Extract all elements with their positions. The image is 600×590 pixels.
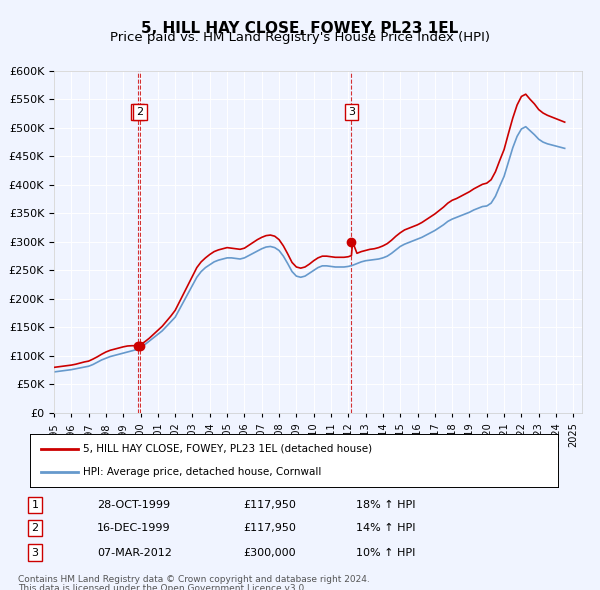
Text: £300,000: £300,000 [244,548,296,558]
Text: Contains HM Land Registry data © Crown copyright and database right 2024.: Contains HM Land Registry data © Crown c… [18,575,370,584]
Text: HPI: Average price, detached house, Cornwall: HPI: Average price, detached house, Corn… [83,467,321,477]
Text: 16-DEC-1999: 16-DEC-1999 [97,523,170,533]
Text: 1: 1 [134,107,141,117]
Text: 07-MAR-2012: 07-MAR-2012 [97,548,172,558]
Text: £117,950: £117,950 [244,500,296,510]
Text: 3: 3 [348,107,355,117]
Text: 28-OCT-1999: 28-OCT-1999 [97,500,170,510]
Text: This data is licensed under the Open Government Licence v3.0.: This data is licensed under the Open Gov… [18,584,307,590]
Text: £117,950: £117,950 [244,523,296,533]
Text: Price paid vs. HM Land Registry's House Price Index (HPI): Price paid vs. HM Land Registry's House … [110,31,490,44]
Text: 1: 1 [31,500,38,510]
Text: 3: 3 [31,548,38,558]
Text: 10% ↑ HPI: 10% ↑ HPI [356,548,416,558]
Text: 14% ↑ HPI: 14% ↑ HPI [356,523,416,533]
Text: 5, HILL HAY CLOSE, FOWEY, PL23 1EL: 5, HILL HAY CLOSE, FOWEY, PL23 1EL [142,21,458,35]
Text: 2: 2 [31,523,38,533]
Text: 5, HILL HAY CLOSE, FOWEY, PL23 1EL (detached house): 5, HILL HAY CLOSE, FOWEY, PL23 1EL (deta… [83,444,372,454]
Text: 18% ↑ HPI: 18% ↑ HPI [356,500,416,510]
Text: 2: 2 [136,107,143,117]
